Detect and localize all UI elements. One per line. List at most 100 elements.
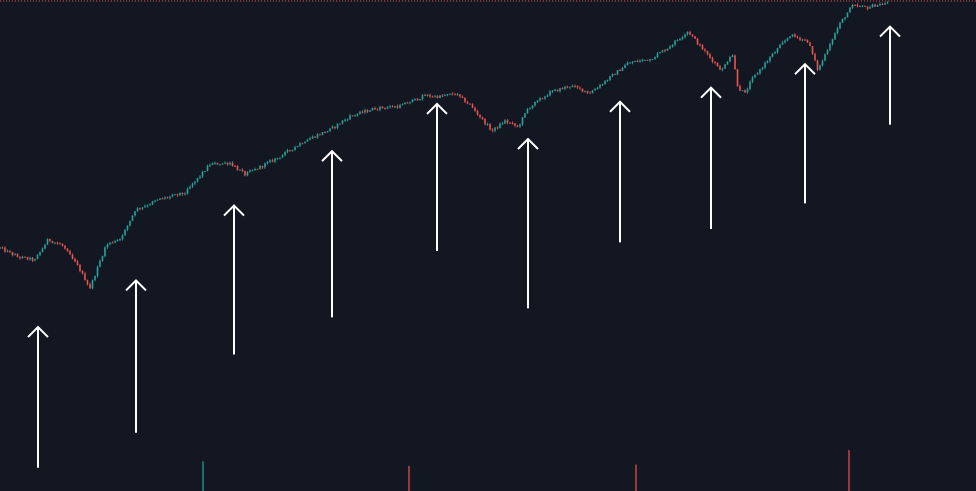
candle [706,50,709,56]
candle-body [676,40,679,42]
candle-body [476,111,479,115]
candle [879,2,881,7]
candle-body [639,60,641,62]
candle [481,116,484,120]
candle-body [56,242,59,244]
candle-body [414,98,416,100]
candle-body [751,77,754,82]
up-arrow [517,137,539,309]
candle-body [201,171,204,177]
candle-body [61,244,64,246]
candle-body [754,74,756,78]
candle [639,59,641,63]
candle [831,38,834,46]
candle [174,193,176,196]
candle [299,142,301,148]
candle [336,123,339,130]
candle-body [499,123,501,128]
candle [599,83,601,89]
candle-body [489,124,491,130]
candle [396,104,399,109]
candle [379,106,381,112]
candle-body [359,111,361,114]
candle-body [479,114,481,118]
candle [296,145,299,148]
candle-body [209,164,211,166]
candle-body [586,90,589,93]
candle-body [461,96,464,98]
candle [724,63,726,69]
candle [124,229,126,236]
candle [856,3,859,8]
candle [596,86,599,90]
candle [756,72,759,75]
candle-body [324,132,326,133]
candle-body [614,74,616,76]
candle-body [571,85,574,87]
candle [249,169,251,173]
candle [219,163,221,166]
candle-body [351,115,354,117]
candle-body [519,124,521,127]
candle [381,106,384,109]
candle-body [509,122,511,124]
candle-body [196,178,199,182]
candle-body [374,108,376,110]
candle-body [851,5,854,8]
candle-body [661,50,664,53]
candle-body [549,91,551,96]
candle-body [779,44,781,49]
candle [691,34,694,38]
candle-body [344,119,346,121]
candle-body [844,17,846,19]
candle [459,94,461,99]
candle [334,126,336,130]
candle-body [289,150,291,152]
candle [104,246,106,258]
candle-body [136,208,139,212]
candle-body [6,250,9,252]
candle-body [409,102,411,104]
candle-body [824,54,826,61]
candle-body [786,38,789,41]
candle-body [636,61,639,62]
candle-body [294,147,296,150]
candle-body [544,96,546,99]
candle-body [406,102,409,104]
candle [449,93,451,96]
candle-body [154,200,156,202]
candle [316,133,319,139]
candle-body [96,266,99,277]
candle-body [649,59,651,61]
candle-body [596,87,599,90]
candle-body [704,49,706,51]
candle [771,52,774,58]
candle-body [794,34,796,37]
candle [656,52,659,58]
candle-body [384,108,386,109]
candle-body [834,33,836,40]
candle-body [474,107,476,112]
candle-body [326,131,329,133]
candle-body [149,204,151,206]
candle [504,119,506,124]
candle-body [666,48,669,51]
candle [741,90,744,92]
candle [519,123,521,129]
candle-body [104,247,106,257]
candle-body [166,197,169,199]
candle [119,238,121,242]
candle [716,62,719,67]
candle-body [494,127,496,131]
candle-body [141,207,144,209]
candle-body [671,44,674,47]
candle-body [216,162,219,165]
candle [616,70,619,76]
candle-body [244,171,246,176]
candle-body [724,64,726,69]
candle [374,106,376,110]
candle [276,157,279,160]
candle-body [831,39,834,45]
